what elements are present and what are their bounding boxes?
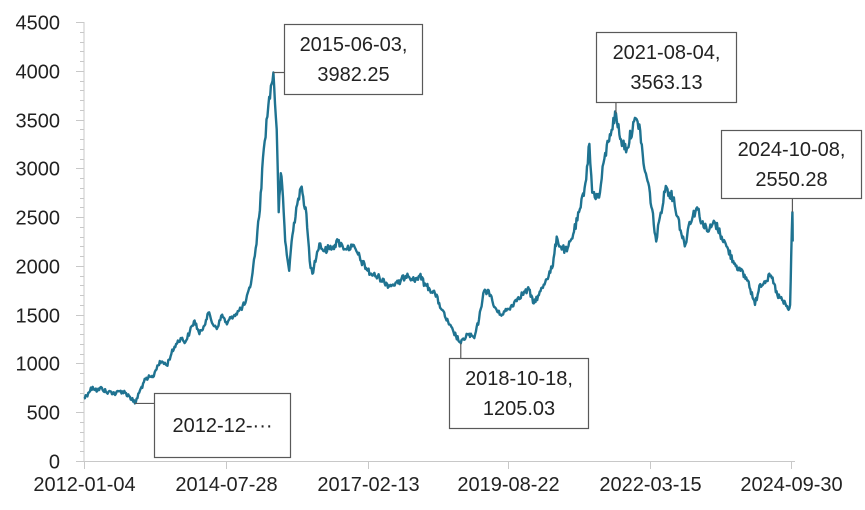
callout-box	[448, 357, 590, 430]
callout-box	[283, 23, 424, 96]
y-tick-label: 4000	[16, 62, 61, 84]
callout-last-2024: 2024-10-08, 2550.28	[720, 129, 863, 213]
x-tick-label: 2019-08-22	[457, 474, 559, 496]
callout-label: 3563.13	[630, 72, 702, 94]
callout-label: 2024-10-08,	[738, 139, 846, 161]
callout-box	[153, 392, 292, 459]
callout-trough-2012: 2012-12-···	[134, 392, 292, 459]
callout-label: 1205.03	[483, 398, 555, 420]
x-axis: 2012-01-04 2014-07-28 2017-02-13 2019-08-22…	[33, 461, 843, 496]
x-tick-label: 2022-03-15	[599, 474, 701, 496]
series-line	[83, 71, 794, 405]
callout-label: 2018-10-18,	[465, 368, 573, 390]
callout-label: 2012-12-···	[172, 415, 272, 437]
callout-trough-2018: 2018-10-18, 1205.03	[448, 343, 590, 430]
y-tick-label: 4500	[16, 13, 61, 35]
series-layer	[83, 71, 794, 405]
y-tick-label: 2500	[16, 208, 61, 230]
callout-label: 2015-06-03,	[300, 34, 408, 56]
y-tick-label: 1000	[16, 354, 61, 376]
y-tick-label: 1500	[16, 306, 61, 328]
callout-label: 2021-08-04,	[613, 42, 721, 64]
y-tick-label: 2000	[16, 257, 61, 279]
x-tick-label: 2024-09-30	[740, 474, 842, 496]
callout-label: 3982.25	[317, 64, 389, 86]
callout-label: 2550.28	[755, 169, 827, 191]
callout-peak-2015: 2015-06-03, 3982.25	[273, 23, 424, 96]
x-tick-label: 2012-01-04	[33, 474, 135, 496]
y-axis: 0 500 1000 1500 2000 2500 3000 3500 4000 4500	[16, 13, 85, 474]
callout-peak-2021: 2021-08-04, 3563.13	[595, 31, 738, 114]
callout-box	[595, 31, 738, 104]
callout-layer: 2015-06-03, 3982.25 2021-08-04, 3563.13 2024…	[134, 23, 863, 459]
callout-box	[720, 129, 863, 200]
y-tick-label: 3000	[16, 159, 61, 181]
x-tick-label: 2017-02-13	[317, 474, 419, 496]
y-tick-label: 3500	[16, 111, 61, 133]
y-tick-label: 0	[49, 452, 60, 474]
y-tick-label: 500	[27, 403, 60, 425]
x-tick-label: 2014-07-28	[175, 474, 277, 496]
